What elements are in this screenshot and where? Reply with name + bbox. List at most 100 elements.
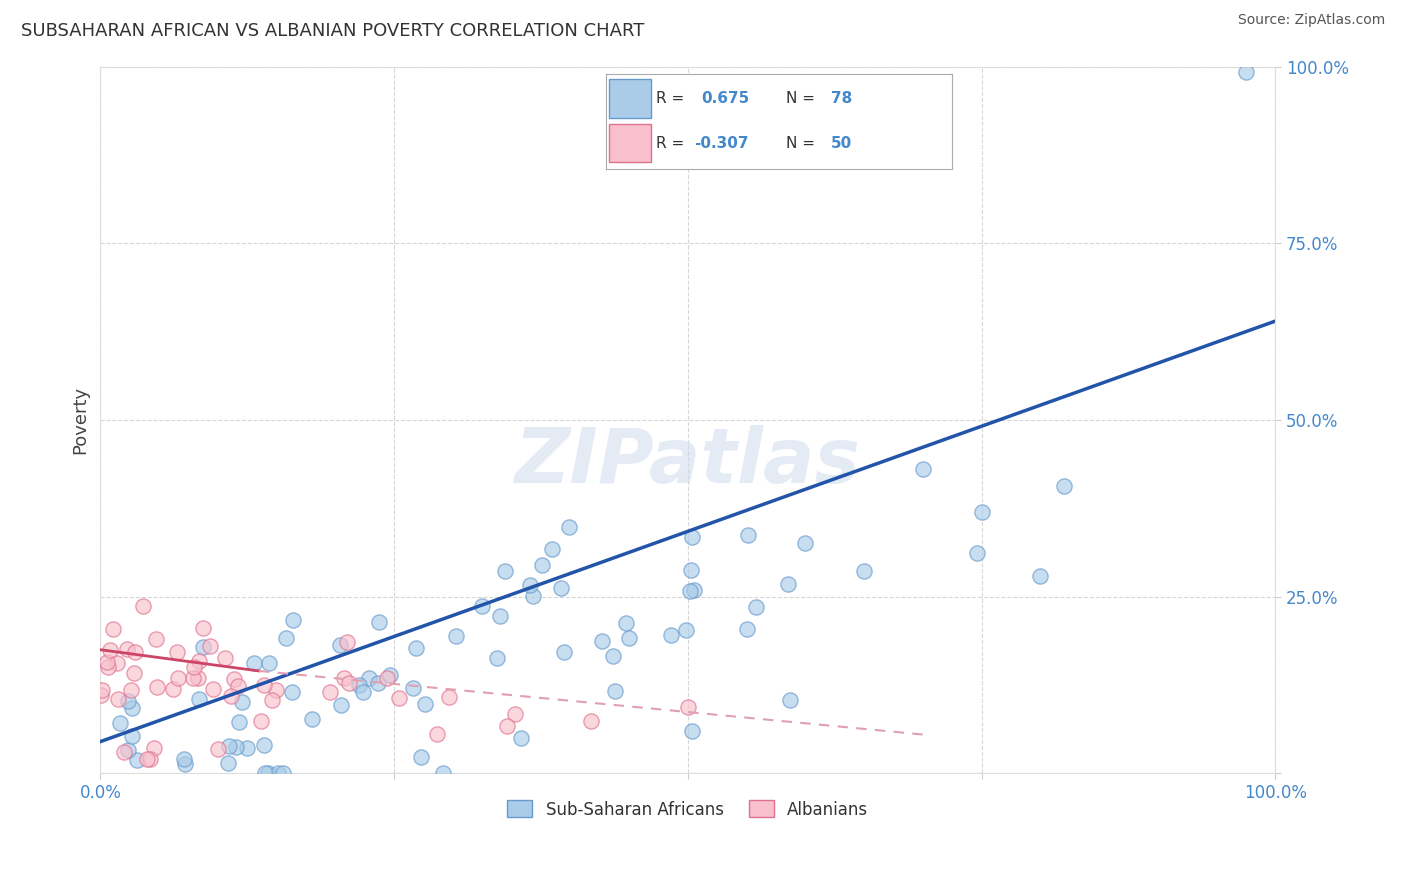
Point	[173, 752, 195, 766]
Point	[253, 678, 276, 692]
Point	[188, 655, 211, 669]
Point	[603, 684, 626, 698]
Point	[257, 657, 280, 671]
Point	[228, 714, 250, 729]
Point	[614, 615, 637, 630]
Text: ZIPatlas: ZIPatlas	[515, 425, 860, 500]
Point	[127, 753, 149, 767]
Point	[530, 558, 553, 573]
Point	[676, 700, 699, 714]
Point	[301, 712, 323, 726]
Point	[679, 583, 702, 598]
Point	[735, 623, 758, 637]
Point	[187, 671, 209, 685]
Point	[108, 715, 131, 730]
Point	[347, 678, 370, 692]
Point	[117, 743, 139, 757]
Point	[96, 655, 118, 669]
Point	[105, 656, 128, 670]
Point	[336, 634, 359, 648]
Point	[122, 665, 145, 680]
Point	[253, 766, 276, 780]
Point	[737, 528, 759, 542]
Point	[231, 694, 253, 708]
Point	[329, 638, 352, 652]
Point	[97, 660, 120, 674]
Point	[409, 750, 432, 764]
Point	[966, 546, 988, 560]
Point	[124, 645, 146, 659]
Point	[236, 741, 259, 756]
Point	[188, 691, 211, 706]
Point	[219, 689, 242, 703]
Point	[249, 714, 271, 728]
Point	[794, 536, 817, 550]
Point	[117, 642, 139, 657]
Point	[1234, 65, 1257, 79]
Point	[207, 741, 229, 756]
Point	[173, 756, 195, 771]
Point	[911, 461, 934, 475]
Point	[283, 613, 305, 627]
Point	[166, 671, 188, 685]
Point	[260, 692, 283, 706]
Point	[659, 628, 682, 642]
Point	[745, 600, 768, 615]
Point	[132, 599, 155, 613]
Point	[112, 745, 135, 759]
Point	[257, 766, 280, 780]
Text: Source: ZipAtlas.com: Source: ZipAtlas.com	[1237, 13, 1385, 28]
Point	[330, 698, 353, 712]
Point	[682, 583, 704, 598]
Point	[591, 634, 613, 648]
Point	[778, 577, 800, 591]
Point	[274, 631, 297, 645]
Point	[388, 690, 411, 705]
Point	[510, 731, 533, 746]
Point	[281, 685, 304, 699]
Point	[970, 505, 993, 519]
Point	[495, 719, 517, 733]
Point	[243, 656, 266, 670]
Point	[191, 621, 214, 635]
Point	[193, 640, 215, 654]
Point	[581, 714, 603, 728]
Point	[368, 615, 391, 629]
Point	[522, 589, 544, 603]
Point	[264, 682, 287, 697]
Point	[486, 650, 509, 665]
Point	[380, 668, 402, 682]
Point	[432, 766, 454, 780]
Point	[117, 694, 139, 708]
Point	[222, 672, 245, 686]
Point	[136, 752, 159, 766]
Point	[471, 599, 494, 614]
Point	[271, 766, 294, 780]
Point	[402, 681, 425, 695]
Point	[617, 632, 640, 646]
Point	[91, 682, 114, 697]
Point	[519, 578, 541, 592]
Y-axis label: Poverty: Poverty	[72, 386, 89, 454]
Point	[121, 730, 143, 744]
Point	[145, 680, 167, 694]
Point	[558, 520, 581, 534]
Text: SUBSAHARAN AFRICAN VS ALBANIAN POVERTY CORRELATION CHART: SUBSAHARAN AFRICAN VS ALBANIAN POVERTY C…	[21, 22, 644, 40]
Point	[550, 581, 572, 595]
Point	[1053, 479, 1076, 493]
Point	[1029, 569, 1052, 583]
Point	[375, 671, 398, 685]
Point	[181, 671, 204, 685]
Legend: Sub-Saharan Africans, Albanians: Sub-Saharan Africans, Albanians	[501, 794, 875, 825]
Point	[319, 685, 342, 699]
Point	[139, 752, 162, 766]
Point	[145, 632, 167, 646]
Point	[143, 740, 166, 755]
Point	[488, 609, 510, 624]
Point	[779, 692, 801, 706]
Point	[494, 564, 516, 578]
Point	[333, 671, 356, 685]
Point	[100, 643, 122, 657]
Point	[444, 629, 467, 643]
Point	[166, 644, 188, 658]
